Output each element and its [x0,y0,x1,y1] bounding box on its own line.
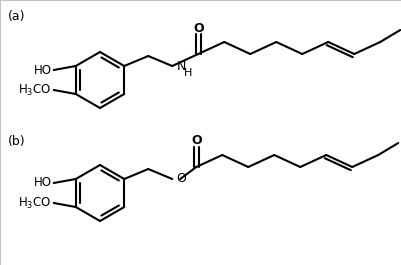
Text: O: O [176,173,186,186]
Text: H: H [184,68,192,78]
Text: H$_3$CO: H$_3$CO [18,82,52,98]
Text: H$_3$CO: H$_3$CO [18,196,52,211]
Text: O: O [191,135,202,148]
Text: HO: HO [34,176,52,189]
Text: HO: HO [34,64,52,77]
Text: (b): (b) [8,135,26,148]
Text: (a): (a) [8,10,26,23]
Text: O: O [193,21,204,34]
Text: N: N [177,60,186,73]
